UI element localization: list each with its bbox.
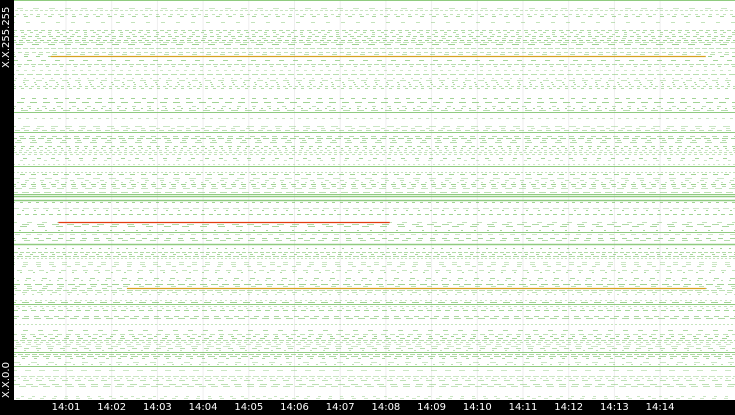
x-tick-label: 14:04	[188, 402, 218, 413]
x-tick-label: 14:06	[280, 402, 309, 413]
x-tick-label: 14:09	[417, 402, 447, 413]
x-tick-label: 14:10	[462, 402, 492, 413]
x-tick-label: 14:12	[554, 402, 584, 413]
x-tick-label: 14:13	[599, 402, 629, 413]
x-axis-bar	[0, 400, 735, 415]
x-tick-label: 14:07	[325, 402, 355, 413]
x-tick-label: 14:05	[234, 402, 264, 413]
x-tick-label: 14:01	[51, 402, 81, 413]
y-tick-label-top: X.X.255.255	[1, 6, 12, 68]
x-tick-label: 14:02	[97, 402, 127, 413]
x-tick-label: 14:03	[142, 402, 172, 413]
flow-heatmap-plot	[14, 0, 735, 400]
x-tick-label: 14:14	[645, 402, 675, 413]
x-tick-label: 14:08	[371, 402, 401, 413]
x-tick-label: 14:11	[508, 402, 538, 413]
y-axis-bar: X.X.255.255 X.X.0.0	[0, 0, 14, 415]
